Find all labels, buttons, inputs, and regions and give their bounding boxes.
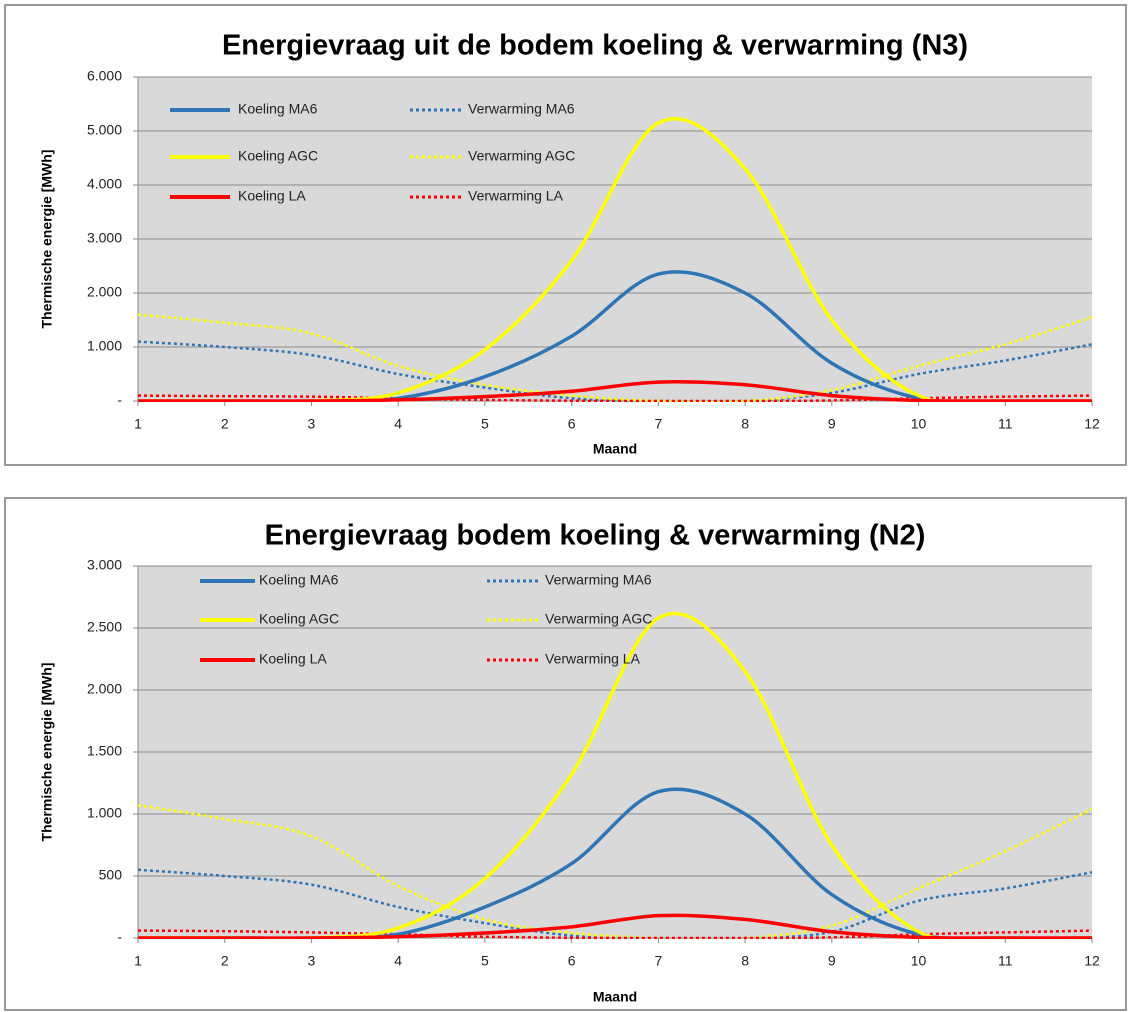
y-axis-label: Thermische energie [MWh]: [39, 150, 55, 329]
series-line: [138, 380, 1092, 402]
x-tick-label: 3: [308, 953, 316, 969]
x-tick-label: 2: [221, 416, 229, 432]
x-tick-label: 7: [654, 416, 662, 432]
y-tick-label: 6.000: [87, 68, 122, 84]
legend-label: Koeling LA: [238, 188, 306, 204]
legend-label: Verwarming LA: [545, 651, 641, 667]
series-lines: [138, 116, 1092, 402]
series-line: [138, 340, 1092, 402]
y-tick-label: -: [117, 392, 122, 408]
legend-label: Verwarming LA: [468, 188, 564, 204]
series-line: [138, 394, 1092, 402]
y-tick-label: 5.000: [87, 122, 122, 138]
y-tick-label: 1.000: [87, 805, 122, 821]
y-tick-label: 2.000: [87, 284, 122, 300]
series-lines: [138, 611, 1092, 939]
y-axis-label: Thermische energie [MWh]: [39, 663, 55, 842]
x-tick-label: 3: [308, 416, 316, 432]
chart: Energievraag uit de bodem koeling & verw…: [4, 4, 1127, 466]
x-tick-label: 10: [911, 416, 927, 432]
legend-label: Koeling AGC: [238, 148, 318, 164]
x-tick-label: 1: [134, 953, 142, 969]
x-tick-label: 6: [568, 416, 576, 432]
y-tick-label: 1.500: [87, 743, 122, 759]
legend-label: Koeling LA: [259, 651, 327, 667]
y-tick-label: 2.000: [87, 681, 122, 697]
x-tick-label: 10: [911, 953, 927, 969]
x-tick-label: 7: [654, 953, 662, 969]
x-tick-label: 6: [568, 953, 576, 969]
x-tick-label: 8: [741, 416, 749, 432]
x-tick-label: 5: [481, 953, 489, 969]
x-tick-label: 4: [394, 953, 402, 969]
legend-label: Koeling MA6: [259, 572, 339, 588]
chart-title: Energievraag uit de bodem koeling & verw…: [222, 30, 968, 62]
x-axis-label: Maand: [593, 441, 637, 457]
series-line: [138, 913, 1092, 939]
y-tick-label: 3.000: [87, 230, 122, 246]
y-tick-label: 500: [99, 867, 123, 883]
series-line: [138, 313, 1092, 402]
y-tick-label: 4.000: [87, 176, 122, 192]
series-line: [138, 804, 1092, 939]
legend-label: Verwarming MA6: [545, 572, 652, 588]
legend-label: Verwarming MA6: [468, 101, 575, 117]
x-axis-label: Maand: [593, 989, 637, 1005]
y-tick-label: -: [117, 929, 122, 945]
legend: Koeling MA6 Verwarming MA6 Koeling AGC Verw…: [200, 572, 652, 667]
legend: Koeling MA6 Verwarming MA6 Koeling AGC Verw…: [170, 101, 575, 204]
y-tick-label: 3.000: [87, 557, 122, 573]
x-tick-label: 5: [481, 416, 489, 432]
legend-label: Koeling MA6: [238, 101, 318, 117]
x-tick-label: 9: [828, 953, 836, 969]
x-tick-label: 12: [1084, 953, 1100, 969]
chart-title: Energievraag bodem koeling & verwarming …: [265, 520, 926, 552]
y-tick-label: 1.000: [87, 338, 122, 354]
x-tick-label: 11: [998, 416, 1013, 432]
y-tick-label: 2.500: [87, 619, 122, 635]
x-tick-label: 11: [998, 953, 1013, 969]
x-tick-label: 1: [134, 416, 142, 432]
x-tick-label: 2: [221, 953, 229, 969]
legend-label: Verwarming AGC: [468, 148, 575, 164]
x-tick-label: 8: [741, 953, 749, 969]
x-tick-label: 12: [1084, 416, 1100, 432]
legend-label: Koeling AGC: [259, 611, 339, 627]
series-line: [138, 929, 1092, 939]
x-tick-label: 4: [394, 416, 402, 432]
x-tick-label: 9: [828, 416, 836, 432]
legend-label: Verwarming AGC: [545, 611, 652, 627]
chart: Energievraag bodem koeling & verwarming …: [4, 497, 1127, 1011]
